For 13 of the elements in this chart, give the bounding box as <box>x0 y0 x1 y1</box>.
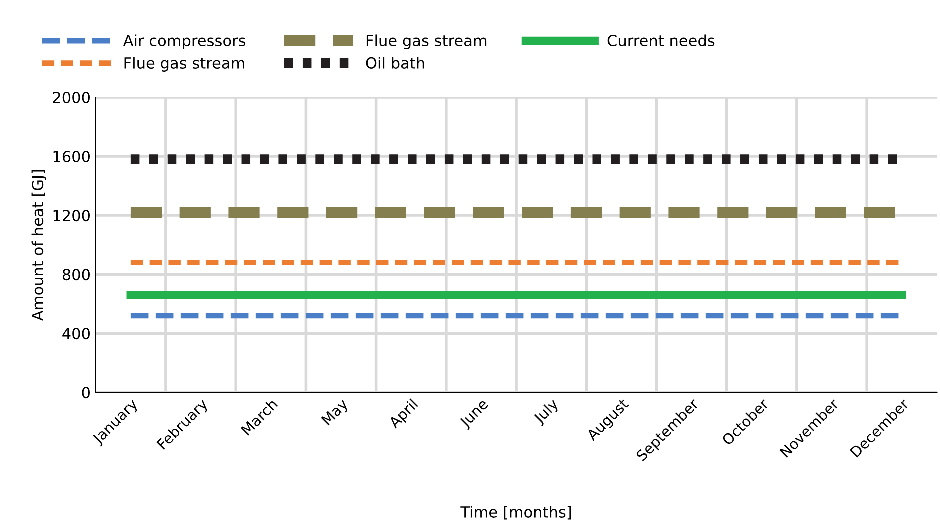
legend-label: Current needs <box>608 34 715 47</box>
y-tick-label: 0 <box>82 387 90 399</box>
x-axis-title: Time [months] <box>460 506 572 520</box>
y-tick-label: 1600 <box>54 150 90 163</box>
y-tick-label: 2000 <box>53 92 90 104</box>
y-axis-title: Amount of heat [GJ] <box>32 170 46 321</box>
y-tick-label: 1200 <box>54 210 90 222</box>
legend-label: Air compressors <box>123 34 246 50</box>
y-tick-label: 800 <box>62 269 90 281</box>
legend-label: Flue gas stream <box>124 57 244 72</box>
y-tick-label: 400 <box>62 328 90 340</box>
legend-label: Oil bath <box>366 57 424 69</box>
legend-label: Flue gas stream <box>366 34 487 50</box>
